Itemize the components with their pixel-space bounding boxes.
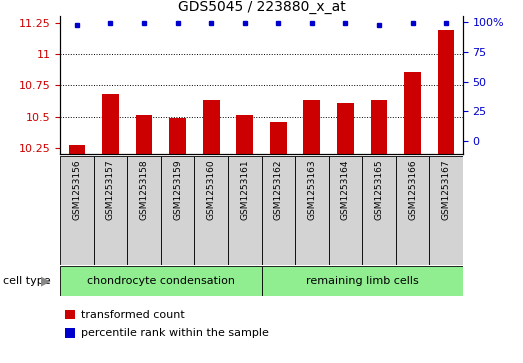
- FancyBboxPatch shape: [127, 156, 161, 265]
- Bar: [404, 72, 421, 154]
- FancyBboxPatch shape: [60, 266, 262, 296]
- Text: GSM1253157: GSM1253157: [106, 159, 115, 220]
- Bar: [371, 100, 388, 154]
- Bar: [270, 122, 287, 154]
- Bar: [169, 118, 186, 154]
- Bar: [337, 103, 354, 154]
- Bar: [303, 100, 320, 154]
- FancyBboxPatch shape: [262, 156, 295, 265]
- FancyBboxPatch shape: [396, 156, 429, 265]
- Title: GDS5045 / 223880_x_at: GDS5045 / 223880_x_at: [178, 0, 345, 14]
- Bar: [69, 146, 85, 154]
- Text: GSM1253166: GSM1253166: [408, 159, 417, 220]
- Bar: [236, 115, 253, 154]
- Text: GSM1253164: GSM1253164: [341, 159, 350, 220]
- Text: GSM1253160: GSM1253160: [207, 159, 215, 220]
- Text: percentile rank within the sample: percentile rank within the sample: [81, 328, 269, 338]
- Text: GSM1253162: GSM1253162: [274, 159, 283, 220]
- FancyBboxPatch shape: [94, 156, 127, 265]
- FancyBboxPatch shape: [295, 156, 328, 265]
- FancyBboxPatch shape: [328, 156, 362, 265]
- FancyBboxPatch shape: [195, 156, 228, 265]
- Text: chondrocyte condensation: chondrocyte condensation: [87, 276, 235, 286]
- FancyBboxPatch shape: [228, 156, 262, 265]
- FancyBboxPatch shape: [429, 156, 463, 265]
- Text: cell type: cell type: [3, 276, 50, 286]
- Bar: [438, 30, 454, 154]
- Text: transformed count: transformed count: [81, 310, 185, 320]
- FancyBboxPatch shape: [60, 156, 94, 265]
- Bar: [102, 94, 119, 154]
- Text: ▶: ▶: [41, 274, 51, 287]
- Bar: [203, 100, 220, 154]
- Text: GSM1253165: GSM1253165: [374, 159, 383, 220]
- Text: GSM1253167: GSM1253167: [441, 159, 451, 220]
- Text: GSM1253163: GSM1253163: [308, 159, 316, 220]
- Text: GSM1253159: GSM1253159: [173, 159, 182, 220]
- FancyBboxPatch shape: [362, 156, 396, 265]
- Text: GSM1253158: GSM1253158: [140, 159, 149, 220]
- FancyBboxPatch shape: [161, 156, 195, 265]
- Text: GSM1253156: GSM1253156: [72, 159, 82, 220]
- Text: remaining limb cells: remaining limb cells: [306, 276, 418, 286]
- FancyBboxPatch shape: [262, 266, 463, 296]
- Bar: [135, 115, 152, 154]
- Text: GSM1253161: GSM1253161: [240, 159, 249, 220]
